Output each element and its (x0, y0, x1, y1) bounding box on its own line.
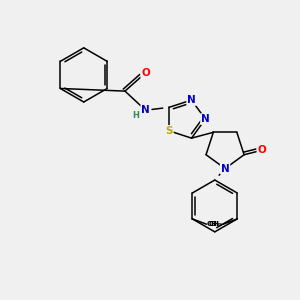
Text: N: N (187, 95, 196, 105)
Text: N: N (201, 114, 210, 124)
Text: O: O (257, 145, 266, 155)
Text: S: S (165, 126, 173, 136)
Text: CH₃: CH₃ (209, 221, 223, 227)
Text: N: N (141, 105, 150, 115)
Text: H: H (132, 111, 139, 120)
Text: N: N (221, 164, 230, 173)
Text: CH₃: CH₃ (207, 221, 221, 227)
Text: O: O (141, 68, 150, 78)
